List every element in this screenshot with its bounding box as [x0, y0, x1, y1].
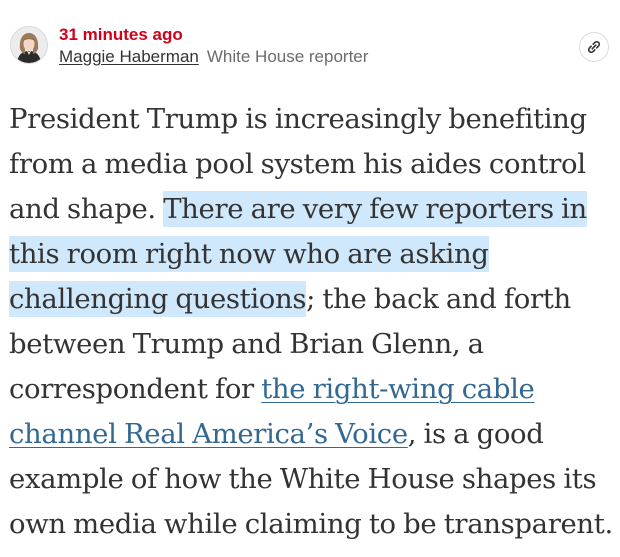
timestamp: 31 minutes ago: [59, 25, 183, 44]
real-americas-voice-link[interactable]: the right-wing cable channel Real Americ…: [9, 373, 535, 450]
author-avatar[interactable]: [10, 26, 48, 64]
body-text: , is a good example of how the White Hou…: [9, 418, 613, 540]
post-body: President Trump is increasingly benefiti…: [9, 97, 615, 547]
author-name-link[interactable]: Maggie Haberman: [59, 47, 199, 66]
post-header: 31 minutes ago Maggie Haberman White Hous…: [9, 24, 609, 74]
author-photo-icon: [11, 27, 47, 63]
copy-link-button[interactable]: [579, 32, 609, 62]
byline: Maggie Haberman White House reporter: [59, 47, 368, 67]
author-role: White House reporter: [206, 47, 369, 66]
body-text: ; the back and forth between Trump and B…: [9, 283, 571, 405]
link-icon: [587, 40, 601, 54]
body-text: President Trump is increasingly benefiti…: [9, 103, 587, 225]
